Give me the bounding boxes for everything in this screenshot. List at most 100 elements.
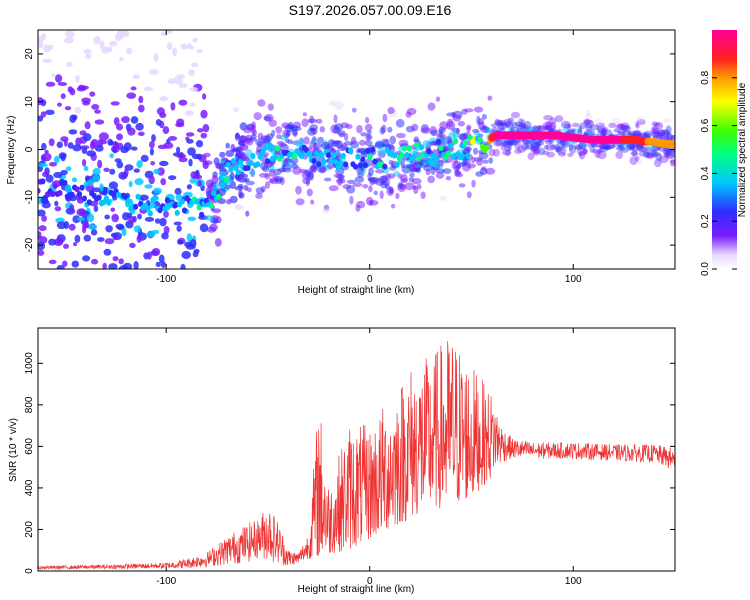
spectrogram-blob (482, 125, 487, 131)
spectrogram-blob (454, 168, 459, 174)
spectrogram-peak (443, 154, 449, 161)
spectrogram-blob (92, 168, 101, 176)
spectrogram-blob (427, 102, 436, 111)
spectrogram-blob (478, 118, 484, 126)
spectrogram-blob (600, 128, 608, 136)
spectrogram-blob (663, 151, 673, 156)
spectrogram-blob (599, 145, 609, 152)
spectrogram-blob (523, 121, 532, 130)
spectrogram-blob (567, 153, 574, 157)
spectrogram-blob (598, 144, 606, 150)
spectrogram-peak (145, 205, 151, 212)
spectrogram-blob (583, 118, 591, 126)
spectrogram-blob (158, 254, 165, 264)
spectrogram-peak (404, 152, 410, 158)
spectrogram-peak (106, 199, 112, 206)
spectrogram-blob (585, 129, 596, 137)
spectrogram-blob (268, 168, 275, 177)
spectrogram-blob (85, 53, 92, 60)
spectrogram-blob (636, 118, 646, 126)
spectrogram-peak (330, 152, 337, 159)
spectrogram-blob (430, 167, 436, 175)
spectrogram-blob (618, 124, 629, 130)
spectrogram-blob (387, 106, 395, 115)
spectrogram-blob (448, 131, 457, 141)
spectrogram-blob (521, 143, 530, 151)
spectrogram-peak (69, 191, 75, 198)
spectrogram-blob (367, 130, 372, 136)
spectrogram-peak (333, 159, 339, 165)
spectrogram-peak (416, 155, 422, 162)
spectrogram-blob (481, 113, 487, 120)
spectrogram-peak (199, 211, 205, 218)
spectrogram-blob (94, 119, 105, 125)
spectrogram-blob (126, 92, 137, 99)
spectrogram-blob (226, 199, 232, 205)
spectrogram-peak (413, 142, 420, 148)
x-tick-label: 100 (565, 274, 582, 285)
spectrogram-blob (287, 139, 293, 145)
spectrogram-blob (557, 139, 566, 149)
spectrogram-blob (665, 152, 675, 160)
spectrogram-blob (420, 127, 431, 134)
spectrogram-blob (522, 138, 530, 145)
spectrogram-blob (522, 139, 532, 144)
spectrogram-blob (202, 93, 207, 100)
spectrogram-blob (388, 186, 394, 194)
spectrogram-blob (216, 216, 222, 224)
spectrogram-peak (255, 161, 261, 168)
spectrogram-blob (129, 242, 136, 248)
spectrogram-blob (104, 214, 110, 220)
spectrogram-blob (488, 157, 494, 164)
spectrogram-peak (340, 152, 346, 159)
spectrogram-blob (168, 175, 177, 181)
spectrogram-blob (385, 173, 391, 182)
spectrogram-blob (365, 133, 371, 142)
spectrogram-blob (491, 123, 499, 128)
spectrogram-blob (356, 125, 363, 134)
spectrogram-blob (416, 167, 421, 174)
spectrogram-blob (111, 313, 120, 317)
spectrogram-blob (542, 126, 547, 131)
spectrogram-blob (303, 136, 310, 145)
spectrogram-blob (613, 128, 619, 133)
spectrogram-blob (151, 134, 156, 143)
spectrogram-blob (66, 61, 73, 68)
spectrogram-blob (279, 134, 289, 141)
spectrogram-blob (128, 215, 135, 225)
spectrogram-blob (601, 127, 606, 136)
spectrogram-blob (176, 74, 186, 79)
spectrogram-blob (536, 125, 542, 130)
spectrogram-blob (45, 81, 56, 87)
spectrogram-blob (662, 129, 670, 138)
spectrogram-blob (84, 121, 91, 130)
spectrogram-blob (626, 142, 634, 150)
spectrogram-blob (544, 144, 549, 150)
spectrogram-blob (40, 154, 46, 162)
spectrogram-peak (445, 150, 451, 157)
spectrogram-peak (38, 187, 41, 194)
spectrogram-blob (129, 278, 133, 287)
spectrogram-blob (395, 192, 400, 200)
spectrogram-peak (367, 153, 373, 160)
spectrogram-blob (547, 124, 556, 131)
y-tick-label: 0 (24, 568, 35, 574)
spectrogram-blob (131, 146, 138, 151)
spectrogram-blob (549, 144, 557, 150)
spectrogram-blob (625, 143, 636, 151)
spectrogram-blob (186, 184, 192, 190)
spectrogram-xlabel: Height of straight line (km) (298, 285, 415, 296)
spectrogram-peak (291, 153, 297, 160)
spectrogram-blob (645, 146, 653, 155)
spectrogram-blob (578, 142, 587, 150)
spectrogram-blob (213, 157, 220, 166)
spectrogram-blob (64, 106, 72, 111)
spectrogram-blob (189, 87, 199, 92)
spectrogram-blob (290, 156, 299, 165)
spectrogram-blob (108, 181, 119, 190)
spectrogram-blob (567, 124, 572, 129)
spectrogram-blob (180, 43, 189, 50)
spectrogram-blob (543, 115, 553, 121)
spectrogram-blob (144, 216, 155, 222)
